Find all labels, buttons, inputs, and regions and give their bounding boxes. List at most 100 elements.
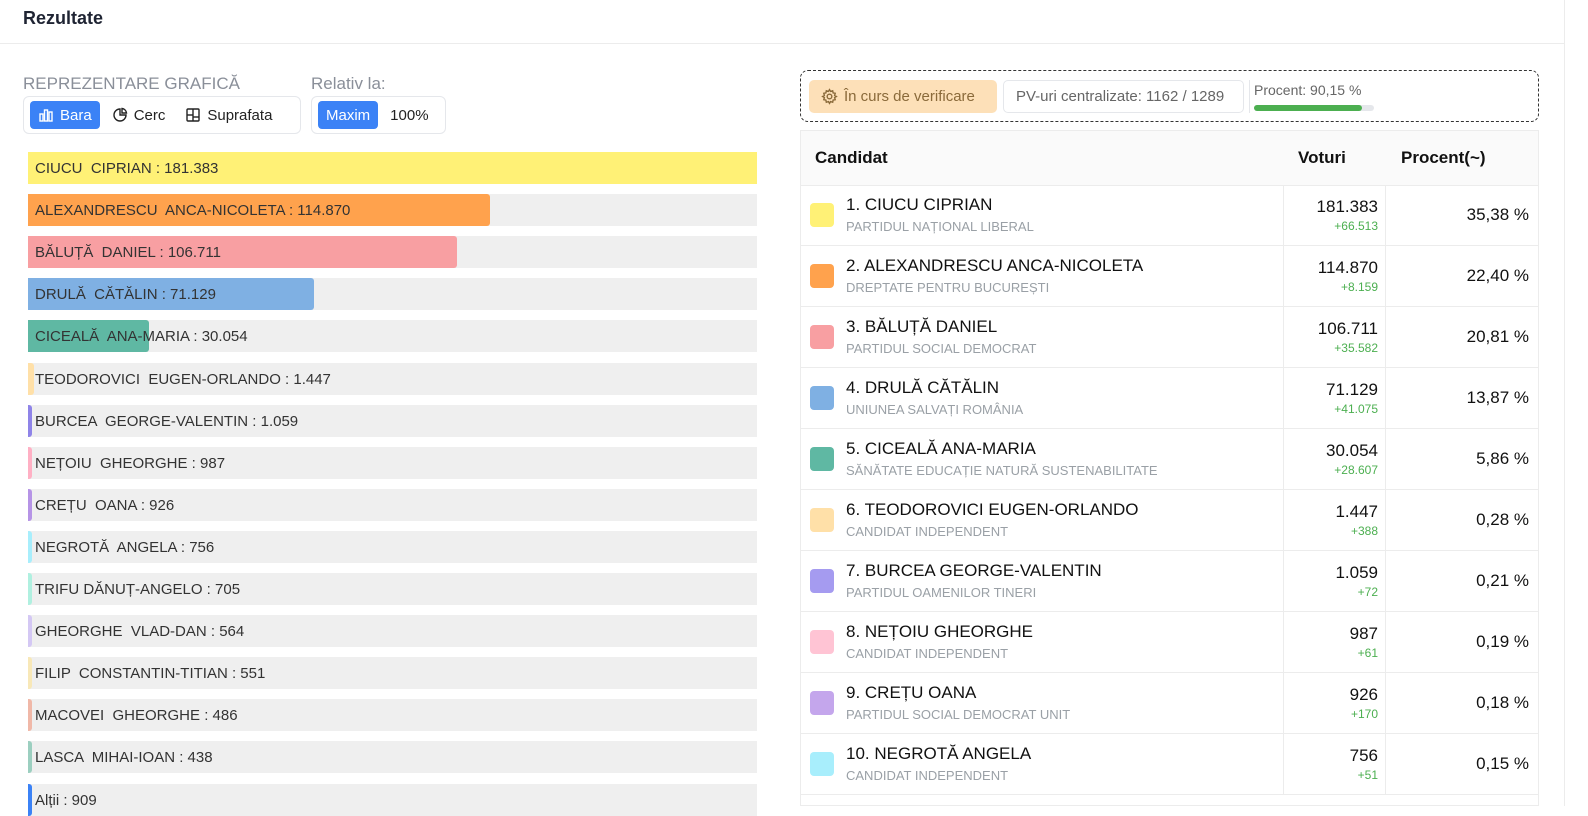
- candidate-column-header[interactable]: Candidat: [815, 148, 888, 167]
- table-row[interactable]: 2. ALEXANDRESCU ANCA-NICOLETA DREPTATE PE…: [801, 246, 1538, 307]
- bar-row[interactable]: DRULĂ CĂTĂLIN : 71.129: [28, 278, 757, 310]
- relative-100-button[interactable]: 100%: [390, 106, 429, 124]
- bar: [28, 236, 457, 268]
- bar-row[interactable]: ALEXANDRESCU ANCA-NICOLETA : 114.870: [28, 194, 757, 226]
- bar-row[interactable]: NEȚOIU GHEORGHE : 987: [28, 447, 757, 479]
- bar-label: NEGROTĂ ANGELA : 756: [35, 539, 215, 556]
- table-row[interactable]: 8. NEȚOIU GHEORGHE CANDIDAT INDEPENDENT 98…: [801, 612, 1538, 673]
- bar-chart-label: Bara: [60, 106, 92, 124]
- vote-count: 987: [1349, 624, 1378, 643]
- candidate-name: 8. NEȚOIU GHEORGHE: [846, 622, 1034, 641]
- table-row[interactable]: 10. NEGROTĂ ANGELA CANDIDAT INDEPENDENT 75…: [801, 734, 1538, 795]
- candidate-color-swatch: [810, 386, 834, 410]
- bar-row[interactable]: BURCEA GEORGE-VALENTIN : 1.059: [28, 405, 757, 437]
- pie-chart-button[interactable]: Cerc: [104, 101, 174, 129]
- pv-count: PV-uri centralizate: 1162 / 1289: [1003, 80, 1244, 113]
- column-divider: [1385, 429, 1386, 489]
- table-row[interactable]: 1. CIUCU CIPRIAN PARTIDUL NAȚIONAL LIBERA…: [801, 185, 1538, 246]
- column-divider: [1385, 246, 1386, 306]
- bar-label: LASCA MIHAI-IOAN : 438: [35, 749, 213, 766]
- bar: [28, 573, 32, 605]
- vote-percent: 20,81 %: [1466, 327, 1529, 346]
- bar-row[interactable]: GHEORGHE VLAD-DAN : 564: [28, 615, 757, 647]
- bar-row[interactable]: LASCA MIHAI-IOAN : 438: [28, 741, 757, 773]
- pie-chart-icon: [113, 107, 127, 122]
- vote-percent: 0,21 %: [1476, 571, 1529, 590]
- vote-percent: 5,86 %: [1476, 449, 1529, 468]
- relative-max-button[interactable]: Maxim: [318, 101, 379, 129]
- treemap-button[interactable]: Suprafata: [177, 101, 280, 129]
- column-divider: [1283, 551, 1284, 611]
- candidate-party: PARTIDUL SOCIAL DEMOCRAT UNIT: [846, 707, 1071, 722]
- bar-label: DRULĂ CĂTĂLIN : 71.129: [35, 286, 216, 303]
- bar-row[interactable]: TEODOROVICI EUGEN-ORLANDO : 1.447: [28, 363, 757, 395]
- candidate-party: PARTIDUL NAȚIONAL LIBERAL: [846, 219, 1034, 234]
- vote-delta: +388: [1350, 524, 1378, 538]
- bar-label: MACOVEI GHEORGHE : 486: [35, 707, 238, 724]
- bar-row[interactable]: Alții : 909: [28, 784, 757, 816]
- verification-status-badge: În curs de verificare: [809, 80, 997, 113]
- bar: [28, 531, 32, 563]
- relative-label: Relativ la:: [311, 74, 386, 93]
- vote-percent: 22,40 %: [1466, 266, 1529, 285]
- bar: [28, 741, 32, 773]
- percent-column-header[interactable]: Procent(~): [1401, 148, 1486, 167]
- bar-row[interactable]: FILIP CONSTANTIN-TITIAN : 551: [28, 657, 757, 689]
- representation-label: REPREZENTARE GRAFICĂ: [23, 74, 240, 93]
- bar-chart-button[interactable]: Bara: [30, 101, 100, 129]
- candidate-color-swatch: [810, 264, 834, 288]
- table-row[interactable]: 6. TEODOROVICI EUGEN-ORLANDO CANDIDAT IND…: [801, 490, 1538, 551]
- bar-row[interactable]: CICEALĂ ANA-MARIA : 30.054: [28, 320, 757, 352]
- candidate-party: CANDIDAT INDEPENDENT: [846, 646, 1009, 661]
- bar: [28, 363, 34, 395]
- vote-delta: +51: [1357, 768, 1378, 782]
- bar-row[interactable]: MACOVEI GHEORGHE : 486: [28, 699, 757, 731]
- table-row[interactable]: 5. CICEALĂ ANA-MARIA SĂNĂTATE EDUCAȚIE NA…: [801, 429, 1538, 490]
- vote-count: 114.870: [1317, 258, 1378, 277]
- bar-label: CICEALĂ ANA-MARIA : 30.054: [35, 328, 248, 345]
- results-table: Candidat Voturi Procent(~) 1. CIUCU CIPR…: [800, 130, 1539, 806]
- vote-delta: +72: [1357, 585, 1378, 599]
- column-divider: [1385, 551, 1386, 611]
- vote-percent: 35,38 %: [1466, 205, 1529, 224]
- candidate-party: SĂNĂTATE EDUCAȚIE NATURĂ SUSTENABILITATE: [846, 463, 1158, 478]
- progress-fill: [1254, 105, 1363, 111]
- bar: [28, 489, 32, 521]
- column-divider: [1283, 612, 1284, 672]
- candidate-name: 4. DRULĂ CĂTĂLIN: [846, 378, 1000, 397]
- votes-column-header[interactable]: Voturi: [1298, 148, 1346, 167]
- candidate-party: PARTIDUL SOCIAL DEMOCRAT: [846, 341, 1037, 356]
- vote-delta: +66.513: [1334, 219, 1378, 233]
- column-divider: [1385, 307, 1386, 367]
- bar-row[interactable]: NEGROTĂ ANGELA : 756: [28, 531, 757, 563]
- column-divider: [1385, 490, 1386, 550]
- table-row[interactable]: 3. BĂLUȚĂ DANIEL PARTIDUL SOCIAL DEMOCRAT…: [801, 307, 1538, 368]
- table-row[interactable]: 9. CREȚU OANA PARTIDUL SOCIAL DEMOCRAT UN…: [801, 673, 1538, 734]
- column-divider: [1283, 246, 1284, 306]
- vote-count: 181.383: [1316, 197, 1378, 216]
- bar: [28, 784, 32, 816]
- column-divider: [1283, 734, 1284, 794]
- vote-delta: +28.607: [1334, 463, 1378, 477]
- vote-delta: +170: [1350, 707, 1378, 721]
- table-row[interactable]: 4. DRULĂ CĂTĂLIN UNIUNEA SALVAȚI ROMÂNIA 7…: [801, 368, 1538, 429]
- column-divider: [1283, 307, 1284, 367]
- vote-count: 756: [1349, 746, 1378, 765]
- bar: [28, 194, 490, 226]
- bar-row[interactable]: CREȚU OANA : 926: [28, 489, 757, 521]
- vote-count: 926: [1349, 685, 1378, 704]
- candidate-name: 3. BĂLUȚĂ DANIEL: [846, 317, 998, 336]
- bar-label: NEȚOIU GHEORGHE : 987: [35, 455, 226, 472]
- candidate-name: 5. CICEALĂ ANA-MARIA: [846, 439, 1036, 458]
- bar-row[interactable]: TRIFU DĂNUȚ-ANGELO : 705: [28, 573, 757, 605]
- progress-track: [1254, 105, 1374, 111]
- table-row[interactable]: 7. BURCEA GEORGE-VALENTIN PARTIDUL OAMENI…: [801, 551, 1538, 612]
- page-header: Rezultate: [0, 0, 1564, 44]
- pie-chart-label: Cerc: [133, 106, 166, 124]
- candidate-name: 9. CREȚU OANA: [846, 683, 977, 702]
- candidate-color-swatch: [810, 569, 834, 593]
- vote-delta: +35.582: [1334, 341, 1378, 355]
- bar-row[interactable]: CIUCU CIPRIAN : 181.383: [28, 152, 757, 184]
- bar-row[interactable]: BĂLUȚĂ DANIEL : 106.711: [28, 236, 757, 268]
- vote-percent: 0,19 %: [1476, 632, 1529, 651]
